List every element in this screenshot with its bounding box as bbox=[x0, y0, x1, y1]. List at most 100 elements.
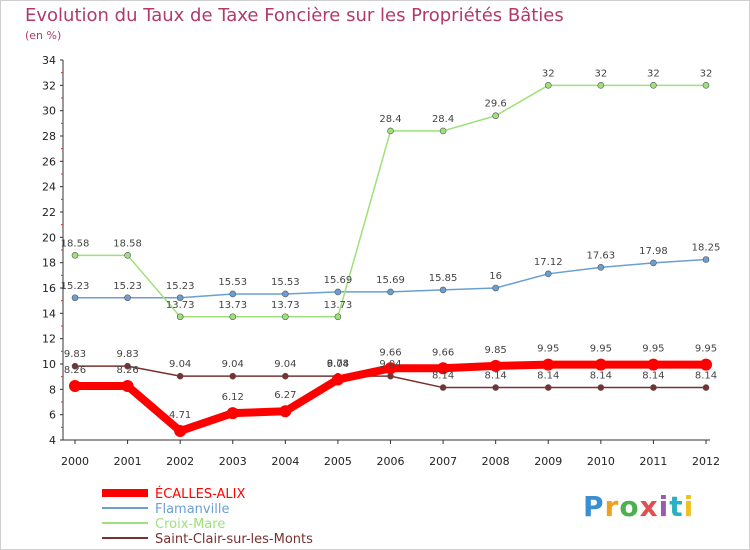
logo-letter: o bbox=[619, 490, 640, 523]
data-label: 15.69 bbox=[376, 275, 405, 286]
data-point bbox=[492, 284, 499, 292]
data-point bbox=[229, 372, 237, 380]
series-points bbox=[69, 82, 712, 438]
data-label: 16 bbox=[489, 271, 502, 282]
data-label: 8.14 bbox=[485, 371, 507, 382]
data-point bbox=[282, 372, 289, 380]
data-label: 29.6 bbox=[485, 99, 507, 110]
data-point bbox=[176, 313, 184, 321]
data-label: 9.04 bbox=[274, 359, 296, 370]
data-point bbox=[387, 288, 394, 296]
data-label: 13.73 bbox=[324, 300, 353, 311]
data-point bbox=[71, 362, 79, 370]
logo-letter: i bbox=[658, 490, 670, 523]
chart-title: Evolution du Taux de Taxe Foncière sur l… bbox=[25, 5, 564, 26]
data-point bbox=[594, 358, 607, 371]
legend: ÉCALLES-ALIXFlamanvilleCroix-MareSaint-C… bbox=[102, 486, 313, 547]
y-tick-label: 12 bbox=[42, 333, 56, 346]
data-point bbox=[282, 313, 289, 321]
legend-label: Saint-Clair-sur-les-Monts bbox=[155, 532, 313, 547]
data-point bbox=[387, 127, 394, 135]
data-point bbox=[71, 294, 79, 302]
y-tick-label: 10 bbox=[42, 358, 56, 371]
data-label: 8.14 bbox=[432, 371, 454, 382]
y-tick-label: 20 bbox=[42, 231, 56, 244]
x-tick-label: 2003 bbox=[219, 455, 247, 468]
data-label: 6.27 bbox=[274, 390, 296, 401]
data-point bbox=[384, 362, 397, 375]
data-point bbox=[437, 362, 450, 375]
legend-label: ÉCALLES-ALIX bbox=[155, 486, 246, 502]
data-point bbox=[650, 384, 657, 391]
data-label: 8.14 bbox=[590, 371, 612, 382]
logo-letter: t bbox=[669, 490, 684, 523]
x-tick-label: 2011 bbox=[639, 455, 667, 468]
data-point bbox=[71, 252, 79, 259]
data-label: 8.78 bbox=[327, 358, 349, 369]
data-label: 15.23 bbox=[113, 281, 142, 292]
chart-unit-label: (en %) bbox=[25, 29, 62, 42]
data-label: 18.25 bbox=[692, 243, 721, 254]
data-label: 15.23 bbox=[61, 281, 90, 292]
data-label: 4.71 bbox=[169, 410, 191, 421]
data-point bbox=[124, 362, 131, 370]
logo-letter: x bbox=[639, 490, 659, 523]
data-point bbox=[69, 380, 81, 393]
logo-letter: P bbox=[583, 490, 605, 523]
data-label: 6.12 bbox=[222, 392, 244, 403]
data-label: 13.73 bbox=[271, 300, 300, 311]
data-label: 9.04 bbox=[169, 359, 191, 370]
data-point bbox=[176, 294, 184, 302]
x-tick-label: 2010 bbox=[587, 455, 615, 468]
data-point bbox=[334, 313, 342, 321]
data-point bbox=[176, 372, 184, 380]
y-tick-label: 30 bbox=[42, 105, 56, 118]
data-point bbox=[544, 270, 552, 278]
y-tick-label: 14 bbox=[42, 307, 56, 320]
x-tick-label: 2001 bbox=[114, 455, 142, 468]
x-tick-label: 2007 bbox=[429, 455, 457, 468]
data-label: 18.58 bbox=[61, 238, 90, 249]
data-point bbox=[492, 112, 499, 120]
data-label: 8.14 bbox=[537, 371, 559, 382]
data-label: 9.95 bbox=[642, 344, 664, 355]
legend-label: Croix-Mare bbox=[155, 517, 225, 532]
logo-letter: i bbox=[683, 490, 695, 523]
data-point bbox=[597, 82, 605, 89]
data-point bbox=[597, 384, 605, 391]
x-tick-label: 2008 bbox=[482, 455, 510, 468]
y-tick-label: 4 bbox=[49, 434, 56, 447]
data-point bbox=[702, 82, 710, 89]
y-tick-label: 6 bbox=[49, 409, 56, 422]
y-tick-label: 18 bbox=[42, 257, 56, 270]
data-label: 28.4 bbox=[432, 114, 454, 125]
y-tick-label: 22 bbox=[42, 206, 56, 219]
data-label: 32 bbox=[700, 68, 713, 79]
x-tick-label: 2009 bbox=[534, 455, 562, 468]
data-label: 9.83 bbox=[64, 349, 86, 360]
chart-axes: 4 6 8 10 12 14 16 18 20 22 24 26 28 30 32 34 2000 2001 200… bbox=[42, 54, 720, 468]
x-tick-label: 2005 bbox=[324, 455, 352, 468]
data-label: 9.66 bbox=[379, 347, 401, 358]
y-tick-label: 28 bbox=[42, 130, 56, 143]
data-point bbox=[700, 358, 712, 371]
data-point bbox=[597, 264, 605, 271]
data-point bbox=[542, 358, 555, 371]
y-tick-label: 32 bbox=[42, 79, 56, 92]
data-point bbox=[702, 384, 710, 391]
data-point bbox=[226, 407, 239, 420]
data-label: 9.83 bbox=[116, 349, 138, 360]
data-point bbox=[229, 313, 237, 321]
data-label: 17.98 bbox=[639, 246, 668, 257]
data-point bbox=[647, 358, 660, 371]
data-point bbox=[439, 384, 447, 391]
data-label: 8.26 bbox=[116, 365, 138, 376]
y-tick-label: 8 bbox=[49, 383, 56, 396]
x-tick-label: 2000 bbox=[61, 455, 89, 468]
data-label: 32 bbox=[647, 68, 660, 79]
data-point bbox=[489, 359, 502, 372]
data-label: 15.53 bbox=[271, 277, 300, 288]
data-label: 9.85 bbox=[485, 345, 507, 356]
